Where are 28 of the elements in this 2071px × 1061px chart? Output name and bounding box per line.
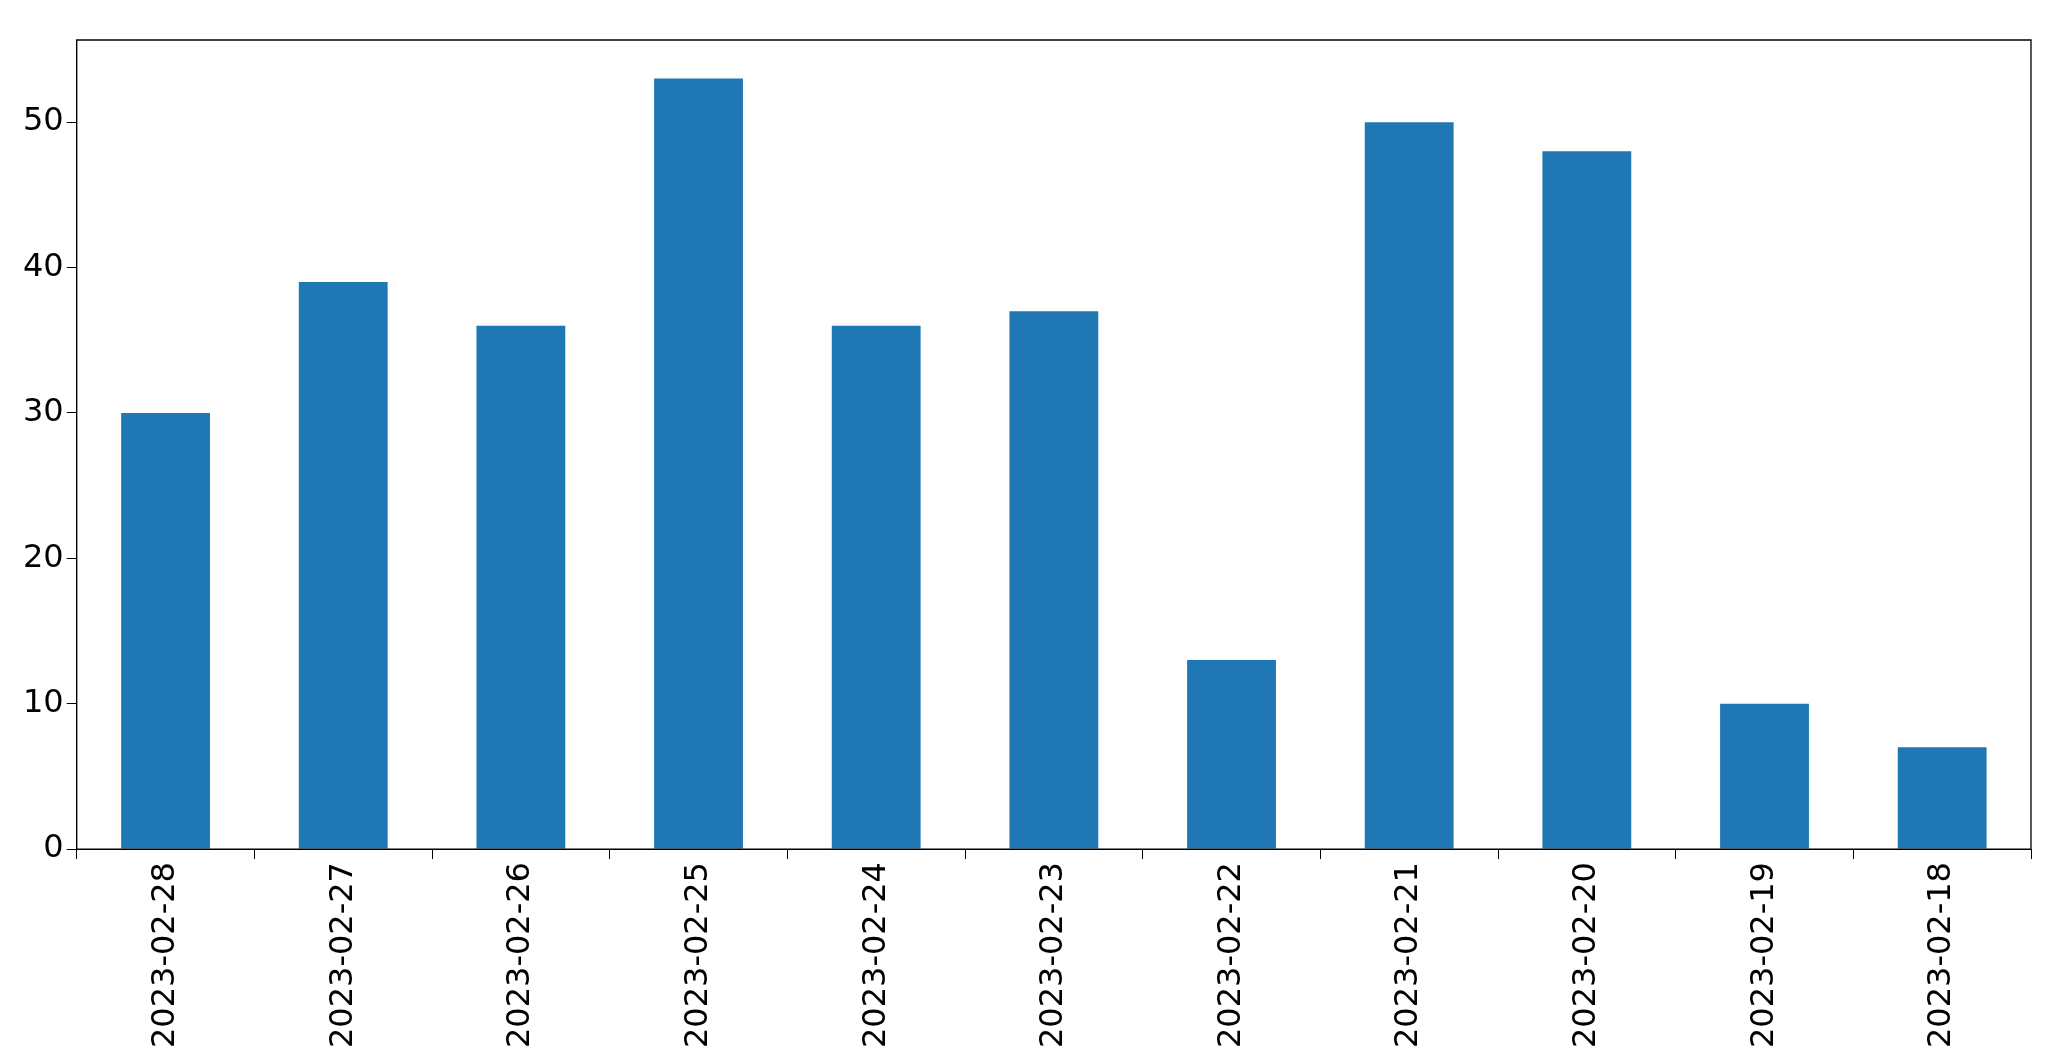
bar	[1542, 151, 1632, 849]
x-tick-label: 2023-02-26	[499, 862, 538, 1048]
x-tick-label: 2023-02-25	[676, 862, 715, 1048]
bar	[298, 282, 388, 849]
x-tick-label: 2023-02-27	[321, 862, 360, 1048]
x-tick-label: 2023-02-20	[1565, 862, 1604, 1048]
y-tick-label: 0	[43, 827, 64, 866]
bar	[476, 325, 566, 849]
bar	[654, 78, 743, 849]
y-tick-label: 50	[23, 100, 64, 139]
x-tick-label: 2023-02-21	[1387, 862, 1426, 1048]
x-tick-label: 2023-02-23	[1032, 862, 1071, 1048]
y-tick-label: 30	[23, 391, 64, 430]
y-tick-label: 10	[23, 681, 64, 720]
x-tick-label: 2023-02-22	[1209, 862, 1248, 1048]
bar	[121, 412, 210, 849]
bar	[1187, 660, 1276, 849]
bar	[1897, 747, 1987, 849]
x-tick-label: 2023-02-28	[143, 862, 182, 1048]
bar	[1720, 703, 1809, 849]
y-tick-label: 20	[23, 536, 64, 575]
x-tick-label: 2023-02-18	[1920, 862, 1959, 1048]
bar	[1364, 122, 1454, 849]
x-tick-label: 2023-02-19	[1742, 862, 1781, 1048]
bar	[1009, 311, 1099, 849]
y-tick-label: 40	[23, 245, 64, 284]
x-tick-label: 2023-02-24	[854, 862, 893, 1048]
bar	[831, 325, 921, 849]
